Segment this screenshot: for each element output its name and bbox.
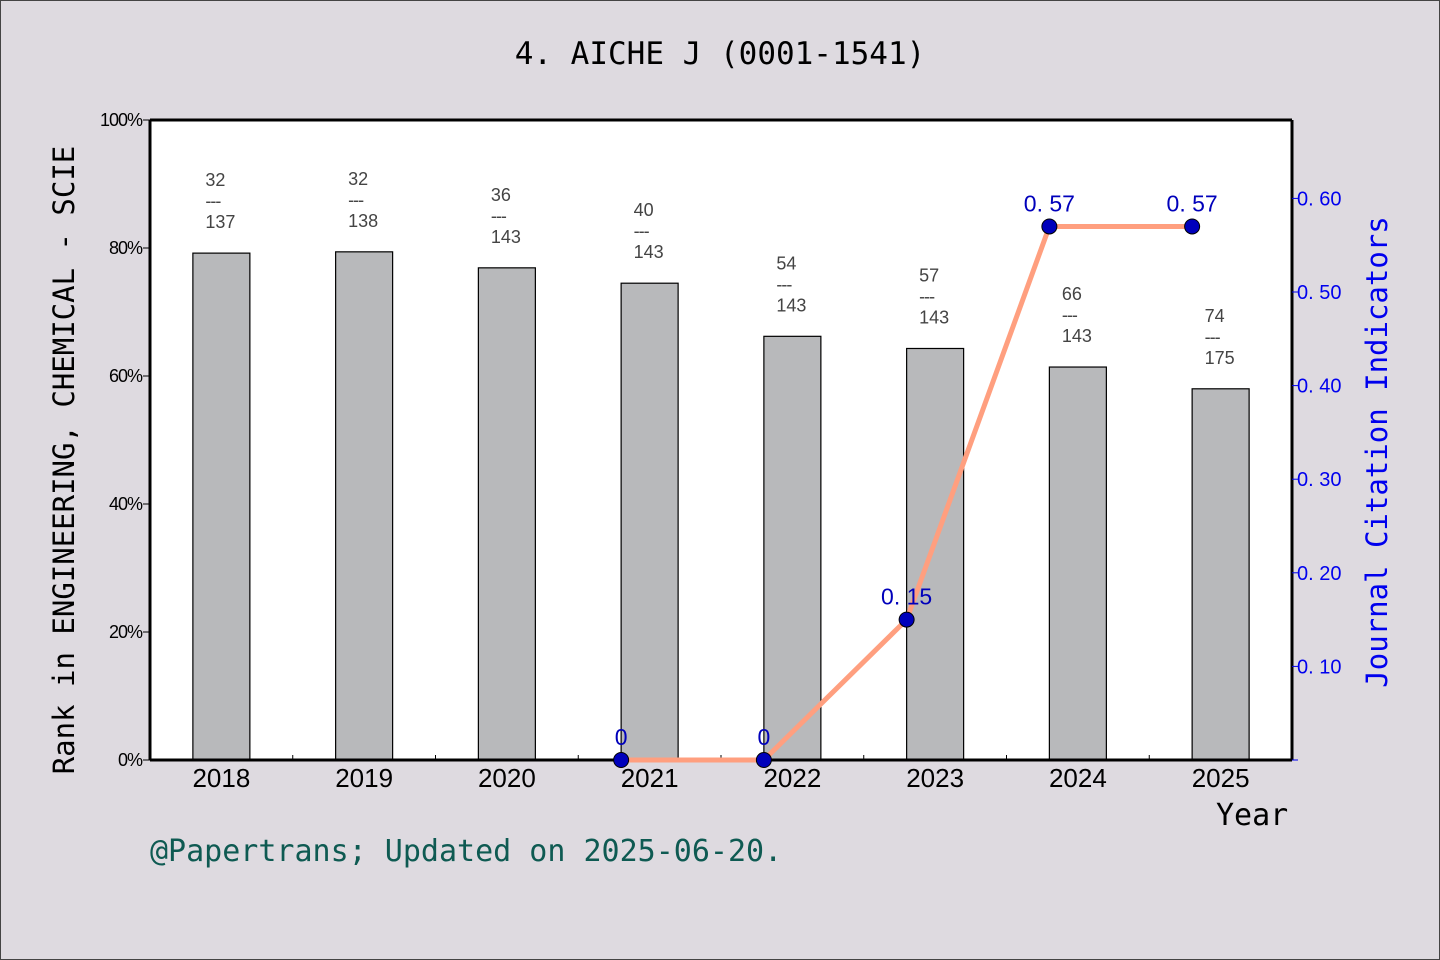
- rank-separator: ---: [634, 221, 650, 241]
- right-tick-label: 0. 30: [1297, 469, 1341, 491]
- x-tick-label: 2023: [906, 763, 964, 793]
- rank-separator: ---: [919, 286, 935, 306]
- rank-separator: ---: [1062, 305, 1078, 325]
- left-tick-label: 100%: [100, 110, 143, 130]
- rank-numerator: 54: [776, 253, 796, 273]
- rank-denominator: 143: [919, 307, 949, 327]
- rank-numerator: 40: [634, 200, 654, 220]
- rank-bar: [1191, 388, 1250, 761]
- right-tick-label: 0. 60: [1297, 188, 1341, 210]
- jci-value-label: 0. 57: [1167, 190, 1218, 216]
- jci-marker: [613, 752, 630, 768]
- jci-value-label: 0. 57: [1024, 190, 1075, 216]
- x-axis-title: Year: [1216, 798, 1289, 833]
- rank-numerator: 32: [205, 170, 225, 190]
- footer-credit: @Papertrans; Updated on 2025-06-20.: [150, 834, 783, 869]
- x-tick-label: 2024: [1049, 763, 1107, 793]
- x-tick-label: 2018: [192, 763, 250, 793]
- rank-numerator: 74: [1205, 306, 1225, 326]
- rank-bar: [620, 282, 679, 761]
- rank-denominator: 175: [1205, 348, 1235, 368]
- x-tick-label: 2021: [621, 763, 679, 793]
- rank-denominator: 143: [491, 227, 521, 247]
- jci-marker: [1184, 218, 1201, 235]
- rank-separator: ---: [348, 190, 364, 210]
- jci-marker: [898, 611, 915, 628]
- plot-area: [150, 120, 1292, 760]
- rank-bar: [192, 252, 251, 761]
- jci-value-label: 0. 15: [881, 584, 932, 610]
- rank-bar: [1048, 366, 1107, 761]
- rank-numerator: 36: [491, 185, 511, 205]
- rank-separator: ---: [205, 191, 221, 211]
- x-tick-label: 2020: [478, 763, 536, 793]
- rank-numerator: 66: [1062, 284, 1082, 304]
- right-tick-label: 0. 20: [1297, 563, 1341, 585]
- rank-denominator: 138: [348, 211, 378, 231]
- rank-numerator: 57: [919, 265, 939, 285]
- rank-separator: ---: [491, 206, 507, 226]
- left-tick-label: 60%: [109, 366, 143, 386]
- rank-denominator: 137: [205, 212, 235, 232]
- chart-title: 4. AICHE J (0001-1541): [514, 36, 926, 72]
- jci-value-label: 0: [757, 724, 770, 750]
- right-tick-label: 0. 10: [1297, 656, 1341, 678]
- rank-separator: ---: [776, 274, 792, 294]
- rank-denominator: 143: [776, 295, 806, 315]
- left-tick-label: 20%: [109, 622, 143, 642]
- x-tick-label: 2019: [335, 763, 393, 793]
- right-tick-label: 0. 40: [1297, 376, 1341, 398]
- jci-value-label: 0: [615, 724, 628, 750]
- jci-marker: [1041, 218, 1058, 235]
- rank-denominator: 143: [634, 242, 664, 262]
- right-tick-label: 0. 50: [1297, 282, 1341, 304]
- rank-bar: [335, 251, 394, 761]
- rank-bar: [906, 347, 965, 761]
- rank-bar: [763, 335, 822, 761]
- rank-denominator: 143: [1062, 326, 1092, 346]
- rank-bar: [477, 267, 536, 761]
- left-tick-label: 40%: [109, 494, 143, 514]
- left-tick-label: 0%: [118, 750, 143, 770]
- left-tick-label: 80%: [109, 238, 143, 258]
- rank-separator: ---: [1205, 327, 1221, 347]
- jci-marker: [755, 752, 772, 768]
- rank-numerator: 32: [348, 169, 368, 189]
- x-tick-label: 2025: [1192, 763, 1250, 793]
- x-tick-label: 2022: [763, 763, 821, 793]
